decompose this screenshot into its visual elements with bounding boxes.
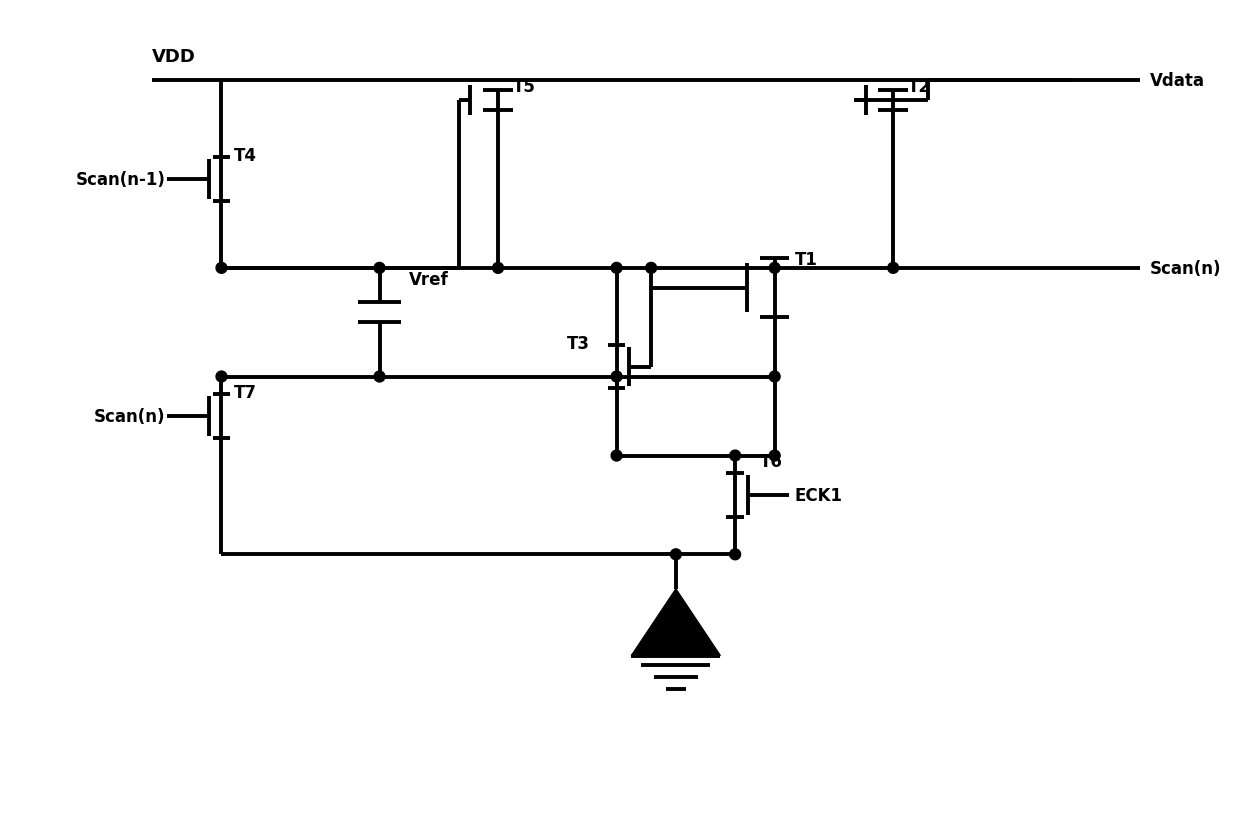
Text: Vref: Vref <box>409 270 449 288</box>
Circle shape <box>769 372 780 383</box>
Circle shape <box>769 451 780 461</box>
Circle shape <box>216 372 227 383</box>
Circle shape <box>888 263 899 274</box>
Polygon shape <box>631 589 720 655</box>
Text: T7: T7 <box>234 384 258 402</box>
Circle shape <box>374 372 384 383</box>
Circle shape <box>611 372 622 383</box>
Text: Vdata: Vdata <box>1149 72 1205 90</box>
Text: T1: T1 <box>795 251 817 268</box>
Text: T3: T3 <box>567 334 590 353</box>
Text: ECK1: ECK1 <box>795 487 842 504</box>
Circle shape <box>671 549 681 560</box>
Text: VDD: VDD <box>153 48 196 66</box>
Circle shape <box>646 263 657 274</box>
Text: T4: T4 <box>234 147 258 165</box>
Text: Scan(n): Scan(n) <box>1149 259 1221 278</box>
Circle shape <box>769 263 780 274</box>
Text: T6: T6 <box>760 453 782 471</box>
Circle shape <box>611 263 622 274</box>
Circle shape <box>729 549 740 560</box>
Text: T2: T2 <box>908 78 931 96</box>
Circle shape <box>729 451 740 461</box>
Text: Scan(n-1): Scan(n-1) <box>76 171 165 189</box>
Text: T5: T5 <box>513 78 536 96</box>
Circle shape <box>611 451 622 461</box>
Circle shape <box>374 263 384 274</box>
Circle shape <box>492 263 503 274</box>
Circle shape <box>216 263 227 274</box>
Text: Scan(n): Scan(n) <box>94 407 165 426</box>
